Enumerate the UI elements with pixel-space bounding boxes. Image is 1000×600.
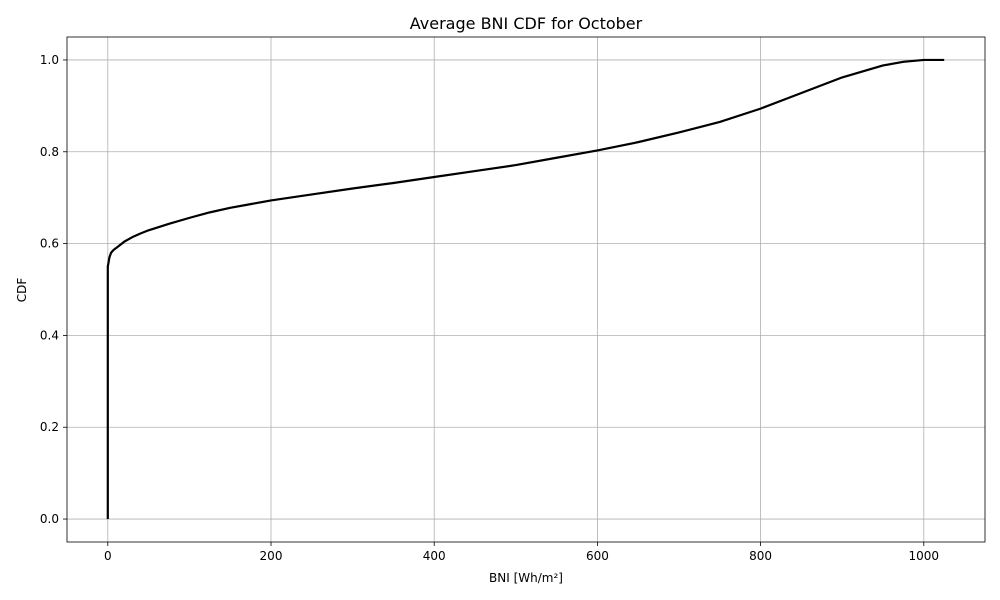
- y-tick-label: 0.8: [40, 145, 59, 159]
- x-axis-label: BNI [Wh/m²]: [489, 571, 563, 585]
- x-tick-label: 400: [423, 549, 446, 563]
- y-axis-label: CDF: [15, 278, 29, 303]
- y-tick-label: 0.6: [40, 237, 59, 251]
- y-tick-label: 0.4: [40, 328, 59, 342]
- plot-frame: [66, 36, 986, 543]
- chart-title: Average BNI CDF for October: [410, 14, 643, 33]
- series-group: [106, 58, 945, 520]
- x-tick-label: 200: [260, 549, 283, 563]
- x-tick-label: 1000: [909, 549, 940, 563]
- cdf-line: [106, 58, 945, 520]
- y-tick-label: 1.0: [40, 53, 59, 67]
- x-tick-label: 0: [104, 549, 112, 563]
- x-tick-label: 600: [586, 549, 609, 563]
- grid: [67, 37, 985, 542]
- ticks: 0 200 400 600 800 1000 0.0 0.2 0.4 0.6 0.8 1.0: [40, 53, 939, 563]
- y-tick-label: 0.0: [40, 512, 59, 526]
- y-tick-label: 0.2: [40, 420, 59, 434]
- x-tick-label: 800: [749, 549, 772, 563]
